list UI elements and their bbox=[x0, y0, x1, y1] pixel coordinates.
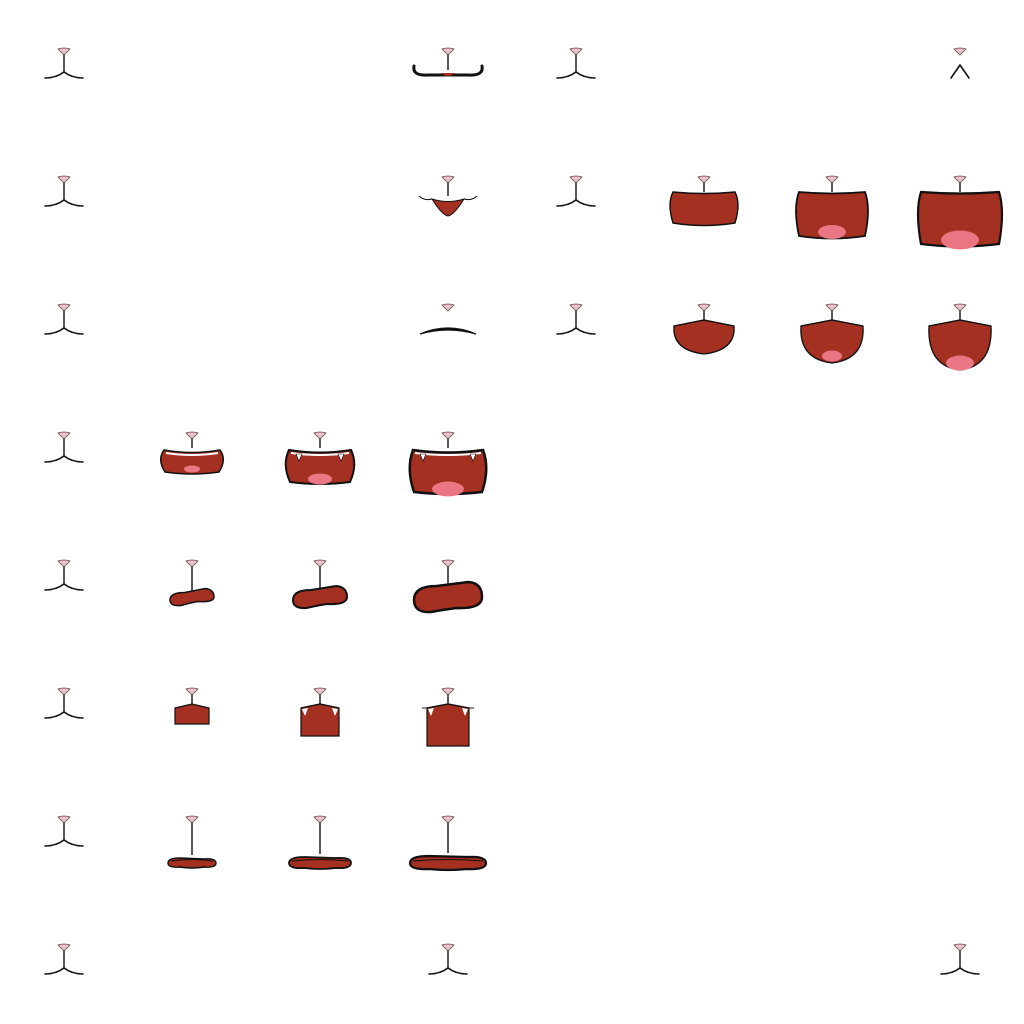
mouth-sprite-open-fang-2 bbox=[256, 384, 384, 512]
mouth-sprite-square-1 bbox=[128, 640, 256, 768]
mouth-icon bbox=[418, 175, 478, 217]
mouth-sprite-oval-tilt-2 bbox=[256, 512, 384, 640]
mouth-icon bbox=[800, 303, 864, 364]
mouth-icon bbox=[44, 303, 84, 335]
mouth-sprite-square-2 bbox=[256, 640, 384, 768]
mouth-icon bbox=[419, 303, 477, 335]
mouth-icon bbox=[44, 175, 84, 207]
mouth-icon bbox=[44, 815, 84, 847]
mouth-sprite-closed bbox=[384, 896, 512, 1024]
mouth-icon bbox=[556, 303, 596, 335]
mouth-sprite-closed bbox=[512, 256, 640, 384]
mouth-sprite-thin-1 bbox=[128, 768, 256, 896]
mouth-sprite-oval-tilt-3 bbox=[384, 512, 512, 640]
mouth-icon bbox=[291, 559, 349, 610]
mouth-icon bbox=[288, 815, 352, 870]
mouth-icon bbox=[950, 47, 970, 79]
mouth-icon bbox=[412, 47, 484, 77]
mouth-icon bbox=[556, 175, 596, 207]
mouth-sprite-closed bbox=[0, 512, 128, 640]
mouth-sprite-thin-2 bbox=[256, 768, 384, 896]
mouth-sprite-closed bbox=[512, 0, 640, 128]
mouth-sprite-closed bbox=[0, 384, 128, 512]
mouth-sprite-closed bbox=[0, 256, 128, 384]
mouth-sprite-open-box-2 bbox=[768, 128, 896, 256]
mouth-sprite-closed bbox=[0, 128, 128, 256]
mouth-icon bbox=[556, 47, 596, 79]
mouth-sprite-flat bbox=[384, 256, 512, 384]
mouth-icon bbox=[940, 943, 980, 975]
mouth-sprite-open-box-3 bbox=[896, 128, 1024, 256]
mouth-sprite-closed bbox=[0, 768, 128, 896]
mouth-sprite-open-box-1 bbox=[640, 128, 768, 256]
mouth-sprite-caret bbox=[896, 0, 1024, 128]
mouth-sprite-open-bowl-3 bbox=[896, 256, 1024, 384]
mouth-icon bbox=[928, 303, 992, 371]
mouth-sprite-closed bbox=[0, 0, 128, 128]
mouth-sprite-open-bowl-2 bbox=[768, 256, 896, 384]
mouth-icon bbox=[412, 559, 484, 614]
mouth-icon bbox=[174, 687, 210, 725]
mouth-icon bbox=[44, 559, 84, 591]
mouth-sprite-thin-3 bbox=[384, 768, 512, 896]
mouth-icon bbox=[669, 175, 739, 227]
mouth-icon bbox=[673, 303, 735, 355]
mouth-sprite-mustache bbox=[384, 0, 512, 128]
mouth-sprite-open-fang-3 bbox=[384, 384, 512, 512]
mouth-sprite-smirk bbox=[384, 128, 512, 256]
mouth-icon bbox=[44, 687, 84, 719]
mouth-icon bbox=[44, 943, 84, 975]
mouth-sprite-closed bbox=[512, 128, 640, 256]
mouth-icon bbox=[284, 431, 356, 485]
mouth-icon bbox=[160, 431, 224, 475]
mouth-sprite-open-bowl-1 bbox=[640, 256, 768, 384]
mouth-icon bbox=[44, 47, 84, 79]
mouth-icon bbox=[408, 815, 488, 872]
mouth-icon bbox=[916, 175, 1004, 250]
mouth-sprite-open-fang-1 bbox=[128, 384, 256, 512]
mouth-sprite-oval-tilt-1 bbox=[128, 512, 256, 640]
mouth-sprite-closed bbox=[0, 640, 128, 768]
mouth-icon bbox=[300, 687, 340, 737]
mouth-icon bbox=[169, 559, 215, 607]
mouth-icon bbox=[422, 687, 474, 747]
mouth-icon bbox=[44, 431, 84, 463]
mouth-sprite-square-3 bbox=[384, 640, 512, 768]
mouth-icon bbox=[408, 431, 488, 497]
mouth-icon bbox=[428, 943, 468, 975]
mouth-icon bbox=[167, 815, 217, 869]
mouth-sprite-closed bbox=[896, 896, 1024, 1024]
mouth-sprite-closed bbox=[0, 896, 128, 1024]
mouth-icon bbox=[795, 175, 869, 240]
